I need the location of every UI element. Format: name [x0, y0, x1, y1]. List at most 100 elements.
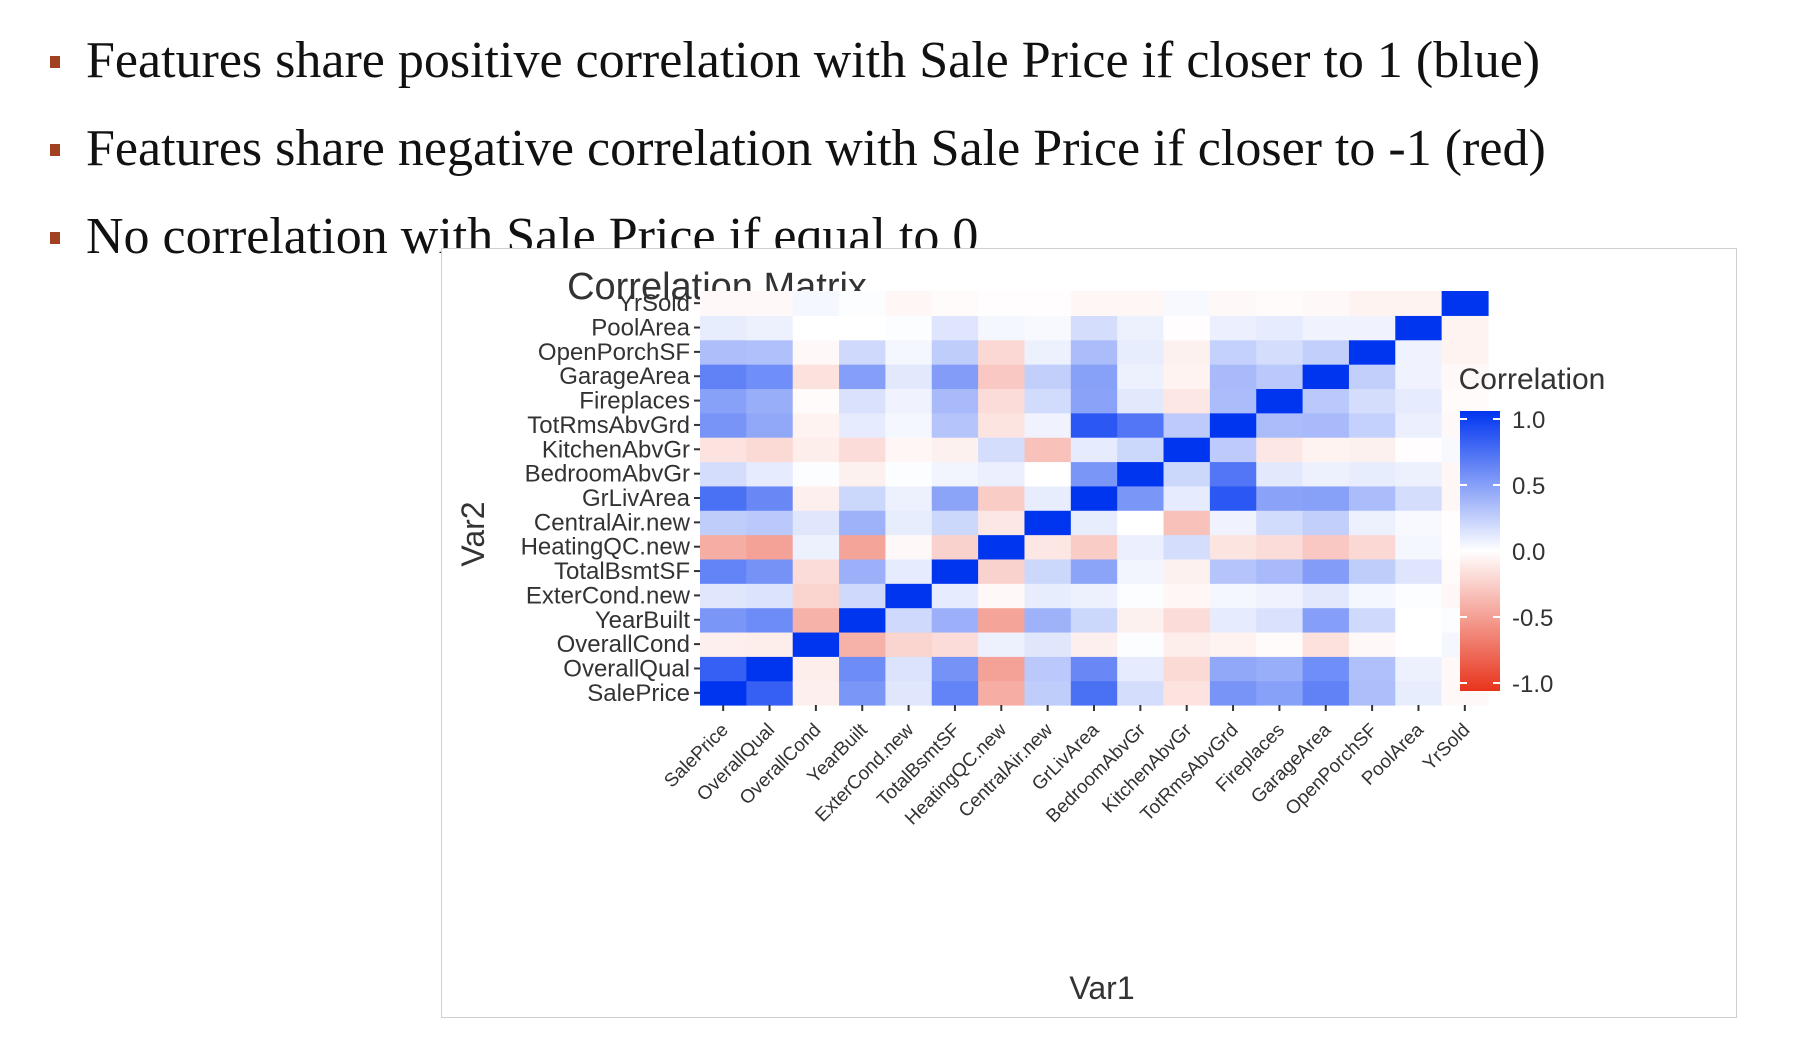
- heatmap-cell: [978, 315, 1026, 341]
- heatmap-cell: [978, 461, 1026, 487]
- heatmap-cell: [978, 534, 1026, 560]
- heatmap-cell: [931, 680, 979, 706]
- heatmap-cell: [700, 437, 747, 463]
- heatmap-cell: [1070, 315, 1118, 341]
- x-axis-title: Var1: [1069, 970, 1134, 1006]
- heatmap-cell: [1348, 656, 1396, 682]
- heatmap-cell: [1024, 388, 1072, 414]
- chart-frame: Correlation Matrix SalePrice OverallQual O…: [441, 248, 1737, 1018]
- heatmap-cell: [1117, 461, 1165, 487]
- heatmap-cell: [931, 510, 979, 536]
- heatmap-cell: [1070, 680, 1118, 706]
- heatmap-cell: [792, 315, 840, 341]
- heatmap-cell: [1209, 510, 1257, 536]
- legend: Correlation 1.0 0.5 0.0 -0.5 -1.0: [1459, 363, 1606, 698]
- heatmap-cell: [978, 339, 1026, 365]
- heatmap-cell: [746, 364, 794, 390]
- heatmap-cell: [746, 461, 794, 487]
- heatmap-cells: [700, 291, 1489, 706]
- heatmap-cell: [1117, 364, 1165, 390]
- bullet-marker: [50, 144, 60, 156]
- heatmap-cell: [1256, 364, 1304, 390]
- heatmap-cell: [1163, 461, 1211, 487]
- heatmap-cell: [1024, 315, 1072, 341]
- heatmap-cell: [1302, 412, 1350, 438]
- heatmap-cell: [1348, 364, 1396, 390]
- heatmap-cell: [931, 656, 979, 682]
- heatmap-cell: [1256, 339, 1304, 365]
- heatmap-cell: [1256, 631, 1304, 657]
- heatmap-cell: [700, 534, 747, 560]
- heatmap-cell: [839, 485, 887, 511]
- y-axis-title: Var2: [455, 501, 491, 566]
- heatmap-cell: [1256, 656, 1304, 682]
- heatmap-cell: [839, 461, 887, 487]
- legend-tick-label: -1.0: [1512, 671, 1553, 698]
- heatmap-cell: [1256, 412, 1304, 438]
- heatmap-cell: [1117, 485, 1165, 511]
- correlation-heatmap: Correlation Matrix SalePriceOverallQualO…: [455, 266, 1606, 1006]
- heatmap-cell: [1348, 412, 1396, 438]
- y-axis: SalePriceOverallQualOverallCondYearBuilt…: [521, 290, 700, 707]
- heatmap-cell: [1348, 680, 1396, 706]
- heatmap-cell: [1395, 437, 1443, 463]
- heatmap-cell: [1395, 388, 1443, 414]
- heatmap-cell: [1209, 437, 1257, 463]
- heatmap-cell: [1024, 631, 1072, 657]
- heatmap-cell: [978, 607, 1026, 633]
- heatmap-cell: [1395, 631, 1443, 657]
- heatmap-cell: [1163, 656, 1211, 682]
- heatmap-cell: [1070, 339, 1118, 365]
- y-axis-tick-label: TotRmsAbvGrd: [527, 412, 690, 439]
- heatmap-cell: [931, 437, 979, 463]
- heatmap-cell: [931, 364, 979, 390]
- heatmap-cell: [931, 534, 979, 560]
- heatmap-cell: [746, 680, 794, 706]
- heatmap-cell: [700, 656, 747, 682]
- legend-tick-label: 0.5: [1512, 473, 1545, 500]
- heatmap-cell: [1209, 291, 1257, 316]
- heatmap-cell: [1163, 339, 1211, 365]
- heatmap-cell: [931, 461, 979, 487]
- heatmap-cell: [931, 485, 979, 511]
- heatmap-cell: [1070, 412, 1118, 438]
- heatmap-cell: [792, 680, 840, 706]
- heatmap-cell: [1024, 558, 1072, 584]
- heatmap-cell: [885, 437, 933, 463]
- heatmap-cell: [1163, 680, 1211, 706]
- heatmap-cell: [792, 583, 840, 609]
- heatmap-cell: [700, 339, 747, 365]
- heatmap-cell: [746, 558, 794, 584]
- heatmap-cell: [885, 364, 933, 390]
- heatmap-cell: [1348, 485, 1396, 511]
- heatmap-cell: [1209, 388, 1257, 414]
- heatmap-cell: [885, 412, 933, 438]
- heatmap-cell: [1117, 607, 1165, 633]
- heatmap-cell: [700, 558, 747, 584]
- legend-tick-label: 0.0: [1512, 539, 1545, 566]
- heatmap-cell: [1117, 558, 1165, 584]
- heatmap-cell: [1117, 631, 1165, 657]
- heatmap-cell: [978, 680, 1026, 706]
- heatmap-cell: [1163, 388, 1211, 414]
- heatmap-cell: [1348, 437, 1396, 463]
- heatmap-cell: [1070, 607, 1118, 633]
- y-axis-tick-label: Fireplaces: [579, 388, 690, 415]
- heatmap-cell: [1070, 534, 1118, 560]
- heatmap-cell: [1256, 680, 1304, 706]
- legend-title: Correlation: [1459, 363, 1606, 396]
- heatmap-cell: [746, 534, 794, 560]
- heatmap-cell: [931, 315, 979, 341]
- heatmap-cell: [700, 485, 747, 511]
- heatmap-cell: [931, 558, 979, 584]
- heatmap-cell: [931, 412, 979, 438]
- heatmap-cell: [1209, 339, 1257, 365]
- heatmap-cell: [1302, 534, 1350, 560]
- heatmap-cell: [1024, 412, 1072, 438]
- heatmap-cell: [1163, 510, 1211, 536]
- y-axis-tick-label: YearBuilt: [595, 607, 691, 634]
- heatmap-cell: [1256, 437, 1304, 463]
- heatmap-cell: [792, 412, 840, 438]
- heatmap-cell: [931, 388, 979, 414]
- heatmap-cell: [792, 534, 840, 560]
